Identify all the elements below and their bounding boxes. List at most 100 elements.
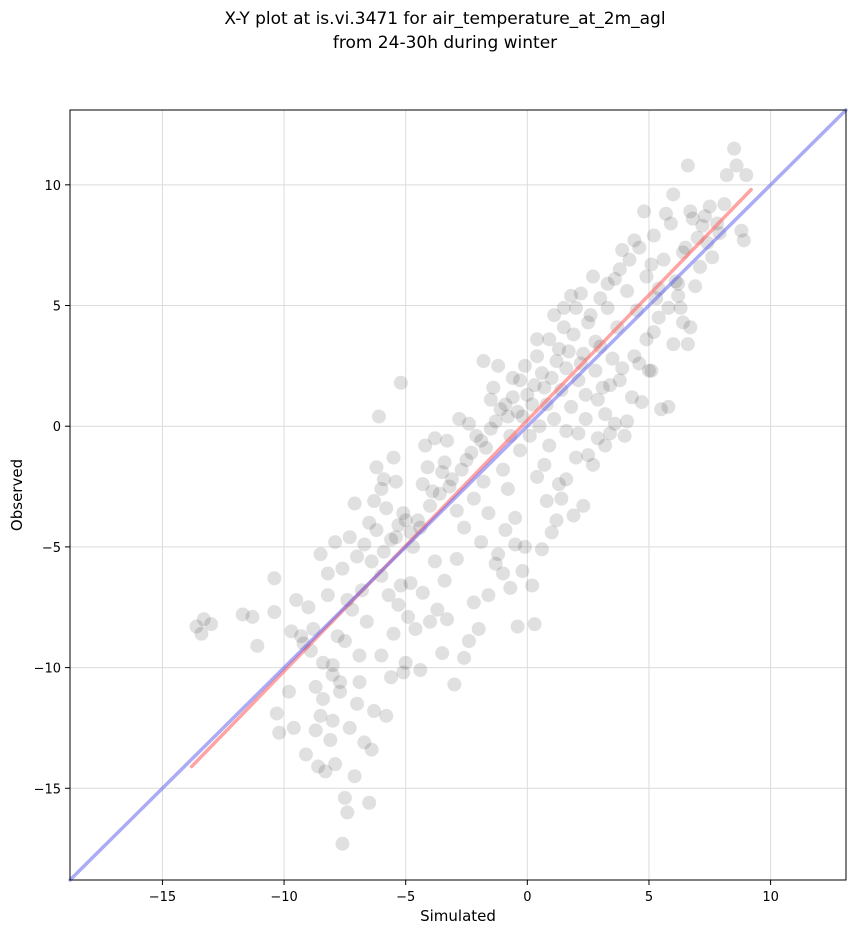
scatter-point <box>671 288 686 303</box>
scatter-point <box>313 708 328 723</box>
scatter-point <box>615 243 630 257</box>
x-tick-label: −5 <box>396 890 415 905</box>
scatter-point <box>576 498 591 513</box>
scatter-point <box>447 677 462 692</box>
scatter-point <box>525 578 540 593</box>
scatter-point <box>398 655 413 670</box>
scatter-point <box>318 764 333 779</box>
scatter-point <box>561 344 576 359</box>
scatter-point <box>568 300 583 315</box>
scatter-point <box>476 354 491 369</box>
scatter-point <box>393 578 408 593</box>
scatter-point <box>269 706 284 721</box>
scatter-point <box>362 515 377 530</box>
scatter-point <box>680 337 695 352</box>
y-tick-label: 10 <box>44 179 61 194</box>
scatter-point <box>425 484 440 499</box>
scatter-point <box>532 419 547 434</box>
scatter-point <box>359 614 374 629</box>
scatter-point <box>461 634 476 649</box>
scatter-point <box>673 300 688 315</box>
scatter-point <box>530 349 545 364</box>
scatter-point <box>566 508 581 523</box>
scatter-point <box>571 426 586 441</box>
scatter-point <box>452 411 467 426</box>
scatter-point <box>194 626 209 641</box>
scatter-point <box>267 571 282 586</box>
scatter-point <box>517 539 532 554</box>
scatter-point <box>685 211 700 226</box>
scatter-point <box>564 288 579 303</box>
scatter-point <box>325 658 340 673</box>
scatter-point <box>420 460 435 475</box>
scatter-point <box>333 675 348 690</box>
scatter-point <box>729 158 744 173</box>
scatter-point <box>683 320 698 335</box>
scatter-point <box>401 609 416 624</box>
scatter-point <box>547 411 562 426</box>
scatter-point <box>483 392 498 407</box>
plot-frame <box>69 109 847 881</box>
scatter-point <box>581 315 596 330</box>
scatter-point <box>522 428 537 443</box>
scatter-point <box>393 375 408 390</box>
y-tick-label: 5 <box>53 300 61 315</box>
scatter-point <box>661 300 676 315</box>
scatter-point <box>362 795 377 810</box>
scatter-point <box>605 351 620 366</box>
scatter-point <box>500 409 515 424</box>
scatter-point <box>639 332 654 347</box>
scatter-point <box>250 638 265 653</box>
scatter-point <box>189 619 204 634</box>
scatter-point <box>491 547 506 562</box>
scatter-point <box>245 609 260 624</box>
scatter-point <box>435 646 450 661</box>
scatter-point <box>432 486 447 501</box>
scatter-point <box>396 506 411 521</box>
scatter-point <box>559 472 574 487</box>
scatter-point <box>688 279 703 294</box>
scatter-point <box>530 332 545 347</box>
y-axis-label: Observed <box>8 459 26 531</box>
scatter-point <box>637 204 652 219</box>
scatter-point <box>371 409 386 424</box>
scatter-point <box>367 494 382 509</box>
scatter-point <box>651 310 666 325</box>
scatter-point <box>337 634 352 649</box>
scatter-point <box>367 704 382 719</box>
x-tick-label: 0 <box>523 890 531 905</box>
y-tick-label: −15 <box>34 782 61 797</box>
scatter-point <box>727 141 742 156</box>
scatter-point <box>267 605 282 620</box>
identity-line <box>68 108 848 882</box>
scatter-point <box>632 240 647 255</box>
scatter-point <box>474 433 489 448</box>
scatter-point <box>539 494 554 509</box>
scatter-point <box>464 445 479 460</box>
scatter-point <box>481 588 496 603</box>
scatter-point <box>551 341 566 356</box>
scatter-point <box>335 836 350 851</box>
scatter-point <box>719 168 734 183</box>
scatter-point <box>352 648 367 663</box>
scatter-point <box>534 366 549 381</box>
scatter-point <box>542 438 557 453</box>
scatter-point <box>364 554 379 569</box>
scatter-point <box>313 547 328 562</box>
scatter-point <box>554 491 569 506</box>
scatter-point <box>590 392 605 407</box>
scatter-point <box>559 424 574 439</box>
scatter-point <box>547 308 562 323</box>
scatter-point <box>551 477 566 492</box>
scatter-point <box>388 530 403 545</box>
scatter-point <box>374 648 389 663</box>
scatter-point <box>644 363 659 378</box>
scatter-point <box>491 358 506 373</box>
scatter-point <box>342 530 357 545</box>
scatter-point <box>481 506 496 521</box>
scatter-point <box>586 269 601 284</box>
scatter-point <box>496 462 511 477</box>
scatter-point <box>593 291 608 306</box>
scatter-point <box>437 455 452 470</box>
